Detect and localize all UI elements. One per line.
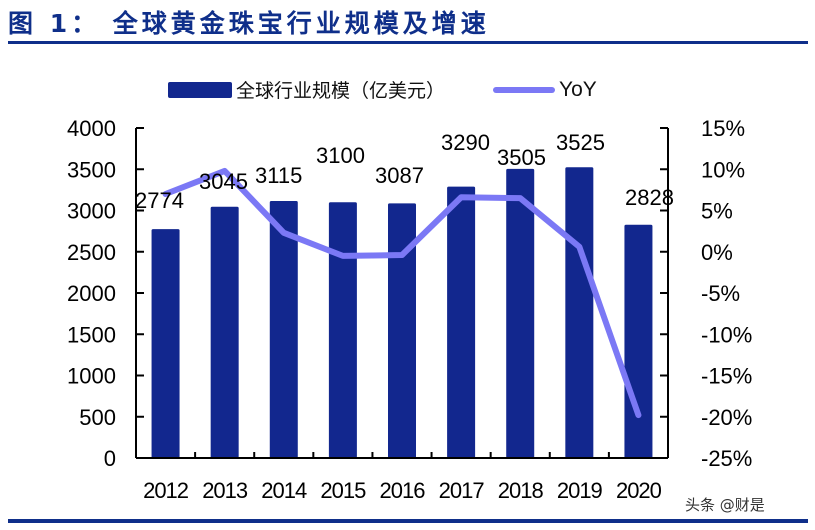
right-axis-tick-label: 10% (701, 157, 745, 182)
bottom-divider (8, 519, 808, 523)
x-axis-tick-label: 2019 (557, 478, 603, 503)
left-axis-tick-label: 3500 (67, 157, 116, 182)
watermark: 头条 @财是 (685, 496, 765, 514)
legend-line-label: YoY (559, 77, 597, 101)
x-axis: 2012 2013 2014 2015 2016 2017 2018 2019 2020 (136, 452, 668, 503)
yoy-line-series (162, 167, 642, 419)
right-axis: -25% -20% -15% -10% -5% 0% 5% 10% 15% (660, 116, 752, 471)
left-axis: 0 500 1000 1500 2000 2500 3000 3500 4000 (67, 116, 144, 471)
bar (447, 186, 476, 458)
right-axis-tick-label: -20% (701, 405, 752, 430)
x-axis-tick-label: 2018 (498, 478, 544, 503)
bar-data-label: 3115 (255, 163, 302, 188)
title-divider (8, 41, 808, 44)
bar-data-label: 3525 (556, 130, 605, 155)
chart-legend: 全球行业规模（亿美元） YoY (168, 76, 597, 103)
bar (269, 201, 298, 458)
right-axis-tick-label: -25% (701, 446, 752, 471)
legend-line-swatch (493, 86, 556, 93)
right-axis-tick-label: 15% (701, 116, 745, 141)
legend-bar-label: 全球行业规模（亿美元） (236, 80, 446, 102)
right-axis-tick-label: -10% (701, 322, 752, 347)
left-axis-tick-label: 3000 (67, 199, 116, 224)
right-axis-tick-label: -15% (701, 364, 752, 389)
left-axis-tick-label: 2000 (67, 281, 116, 306)
x-axis-tick-label: 2020 (616, 478, 662, 503)
bar (565, 167, 594, 458)
bar-data-label: 3045 (199, 169, 248, 194)
bar-data-label: 3505 (497, 145, 546, 170)
bar-data-label: 2828 (625, 185, 674, 210)
left-axis-tick-label: 4000 (67, 116, 116, 141)
bar (624, 224, 653, 458)
bar-data-labels: 2774 3045 3115 3100 3087 3290 3505 3525 2828 (135, 130, 674, 213)
x-axis-tick-label: 2014 (261, 478, 307, 503)
left-axis-tick-label: 0 (104, 446, 116, 471)
left-axis-tick-label: 1000 (67, 364, 116, 389)
x-axis-tick-label: 2013 (202, 478, 248, 503)
x-axis-tick-label: 2015 (320, 478, 366, 503)
right-axis-tick-label: 5% (701, 199, 733, 224)
bar (151, 229, 180, 458)
left-axis-tick-label: 2500 (67, 240, 116, 265)
x-axis-tick-label: 2016 (380, 478, 426, 503)
left-axis-tick-label: 500 (79, 405, 116, 430)
bar-series (151, 167, 653, 458)
left-axis-tick-label: 1500 (67, 322, 116, 347)
bar-data-label: 3100 (316, 143, 365, 168)
right-axis-tick-label: 0% (701, 240, 733, 265)
x-axis-tick-label: 2017 (439, 478, 485, 503)
bar-data-label: 3087 (375, 163, 424, 188)
bar (506, 168, 535, 458)
bar (210, 206, 239, 458)
figure-title: 图 1： 全球黄金珠宝行业规模及增速 (8, 9, 490, 38)
legend-bar-swatch (168, 81, 232, 98)
bar (328, 202, 357, 458)
bar-data-label: 3290 (441, 130, 490, 155)
bar-data-label: 2774 (135, 188, 184, 213)
right-axis-tick-label: -5% (701, 281, 740, 306)
bar (388, 203, 416, 458)
x-axis-tick-label: 2012 (143, 478, 189, 503)
